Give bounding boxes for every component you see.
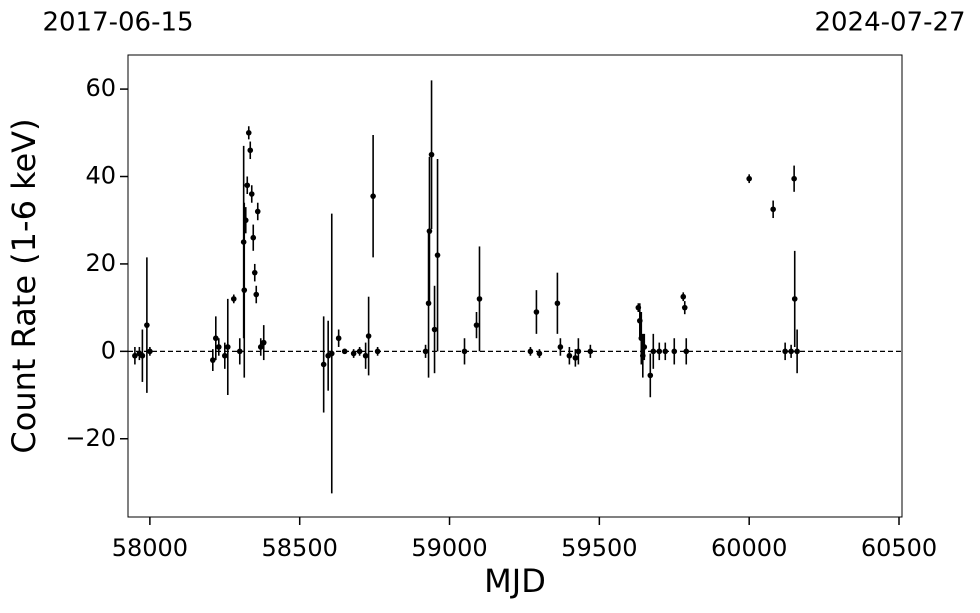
y-tick-label: 40 xyxy=(85,162,116,190)
data-point xyxy=(680,293,687,300)
data-point xyxy=(224,344,231,350)
plot-frame xyxy=(127,54,903,518)
data-point xyxy=(341,348,348,355)
data-point xyxy=(260,339,267,346)
x-axis-label: MJD xyxy=(484,562,546,600)
data-point xyxy=(428,151,435,158)
data-point xyxy=(244,182,251,189)
data-point xyxy=(139,352,146,359)
data-point xyxy=(461,348,468,355)
data-point xyxy=(328,350,335,357)
data-point xyxy=(641,344,648,350)
data-point xyxy=(650,348,657,355)
data-point xyxy=(527,348,534,355)
data-point xyxy=(245,130,252,136)
data-point xyxy=(147,348,153,355)
y-axis-label: Count Rate (1-6 keV) xyxy=(5,118,43,453)
data-point xyxy=(221,352,228,359)
data-point xyxy=(422,348,429,355)
x-tick-label: 60500 xyxy=(861,534,937,562)
x-tick-label: 60000 xyxy=(711,534,787,562)
data-point xyxy=(365,333,372,339)
data-point xyxy=(251,269,258,276)
data-point xyxy=(250,234,257,241)
data-point xyxy=(788,348,794,355)
data-point xyxy=(791,175,797,182)
data-point xyxy=(215,344,222,350)
data-point xyxy=(434,252,441,258)
data-point xyxy=(662,348,669,355)
data-point xyxy=(791,296,798,302)
x-tick-label: 59500 xyxy=(561,534,637,562)
data-point xyxy=(770,206,776,213)
data-point xyxy=(746,175,752,182)
data-point xyxy=(425,300,432,307)
data-point xyxy=(212,335,219,342)
data-point xyxy=(242,217,249,224)
data-point xyxy=(356,348,363,355)
data-point xyxy=(320,361,327,368)
data-point xyxy=(257,344,264,350)
x-tick-label: 58500 xyxy=(262,534,338,562)
data-point xyxy=(536,350,543,357)
data-point xyxy=(473,322,480,328)
data-point xyxy=(566,352,573,359)
data-point xyxy=(557,344,564,350)
y-tick-label: −20 xyxy=(65,424,116,452)
x-tick-label: 58000 xyxy=(112,534,188,562)
data-point xyxy=(794,348,800,355)
x-tick-label: 59000 xyxy=(411,534,487,562)
data-point xyxy=(647,372,654,379)
data-point xyxy=(426,228,433,234)
data-point xyxy=(782,348,788,355)
y-tick-label: 20 xyxy=(85,249,116,277)
data-point xyxy=(253,291,260,298)
data-point xyxy=(247,147,254,154)
data-point xyxy=(132,352,138,359)
data-point xyxy=(362,352,369,359)
data-point xyxy=(335,335,342,342)
data-point xyxy=(476,296,483,302)
data-point xyxy=(681,304,688,311)
data-point xyxy=(248,191,255,197)
data-point xyxy=(254,208,261,215)
data-point xyxy=(144,322,150,328)
data-point xyxy=(572,355,579,361)
data-point xyxy=(683,348,690,355)
data-point xyxy=(575,348,582,355)
data-point xyxy=(374,348,381,355)
data-point xyxy=(671,348,678,355)
data-point xyxy=(230,296,237,302)
y-tick-label: 0 xyxy=(101,336,116,364)
top-left-label: 2017-06-15 xyxy=(42,8,193,38)
data-point xyxy=(350,350,357,357)
data-point xyxy=(210,357,216,363)
data-point xyxy=(554,300,561,307)
data-point xyxy=(236,348,243,355)
data-point xyxy=(587,348,594,355)
data-point xyxy=(656,348,663,355)
y-tick-label: 60 xyxy=(85,74,116,102)
data-point xyxy=(370,193,376,199)
data-point xyxy=(431,326,438,333)
data-point xyxy=(533,309,540,315)
data-point xyxy=(241,287,248,293)
top-right-label: 2024-07-27 xyxy=(814,8,965,38)
